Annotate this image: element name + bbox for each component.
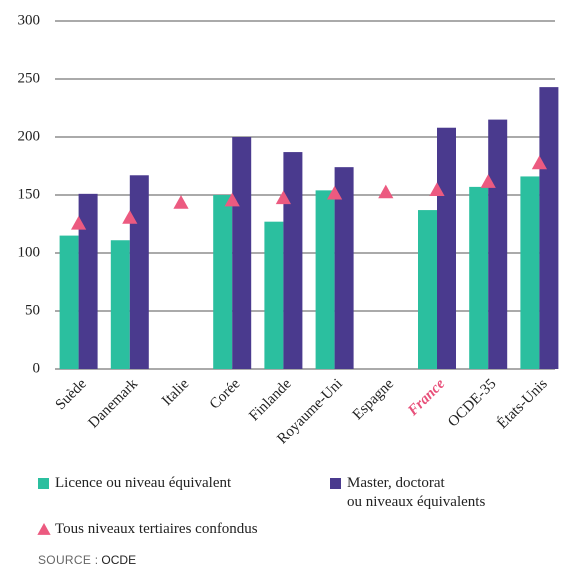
triangle-marker	[429, 182, 445, 196]
triangle-marker	[531, 155, 547, 170]
x-tick-label: Corée	[207, 376, 244, 413]
source-value: OCDE	[101, 553, 137, 567]
bar	[283, 152, 303, 369]
x-tick-label: Italie	[159, 376, 192, 409]
bar	[520, 176, 540, 369]
triangle-marker	[327, 185, 343, 200]
bar	[213, 195, 233, 369]
bar	[78, 193, 98, 369]
x-tick-label: Suède	[53, 376, 90, 413]
bar	[264, 221, 284, 369]
bar	[437, 127, 456, 369]
bar	[129, 175, 149, 369]
x-tick-label: OCDE-35	[445, 376, 499, 430]
legend-label: Master, doctorat ou niveaux équivalents	[347, 475, 486, 510]
x-tick-label: Danemark	[86, 376, 142, 432]
legend-marker	[38, 478, 49, 489]
x-tick-label: Espagne	[350, 376, 397, 423]
y-tick-label: 250	[18, 70, 41, 86]
bar	[334, 167, 354, 369]
x-tick-label: France	[404, 376, 448, 420]
legend-label: Tous niveaux tertiaires confondus	[55, 521, 258, 537]
bar	[418, 210, 437, 369]
bar	[539, 87, 559, 370]
y-tick-label: 300	[18, 12, 41, 28]
triangle-marker	[173, 195, 189, 209]
bar	[488, 119, 508, 369]
y-tick-label: 200	[18, 128, 41, 144]
bar	[110, 240, 130, 369]
source: SOURCE : OCDE	[38, 553, 136, 568]
triangle-marker	[480, 174, 496, 188]
source-label: SOURCE :	[38, 553, 99, 567]
bar	[315, 190, 335, 369]
triangle-marker	[275, 190, 291, 205]
x-tick-label: Finlande	[246, 376, 295, 425]
triangle-marker	[224, 192, 240, 207]
y-tick-label: 50	[25, 302, 40, 318]
y-tick-label: 100	[18, 244, 41, 260]
legend-label: Licence ou niveau équivalent	[55, 475, 232, 491]
bar	[59, 235, 79, 369]
triangle-marker	[122, 210, 138, 224]
x-tick-label: États-Unis	[494, 375, 551, 432]
bar	[232, 137, 252, 369]
legend-marker	[330, 478, 341, 489]
triangle-marker	[378, 184, 394, 199]
legend-marker	[37, 523, 51, 535]
bar	[469, 186, 489, 369]
triangle-marker	[71, 216, 87, 230]
y-tick-label: 150	[18, 186, 41, 202]
y-tick-label: 0	[33, 360, 41, 376]
